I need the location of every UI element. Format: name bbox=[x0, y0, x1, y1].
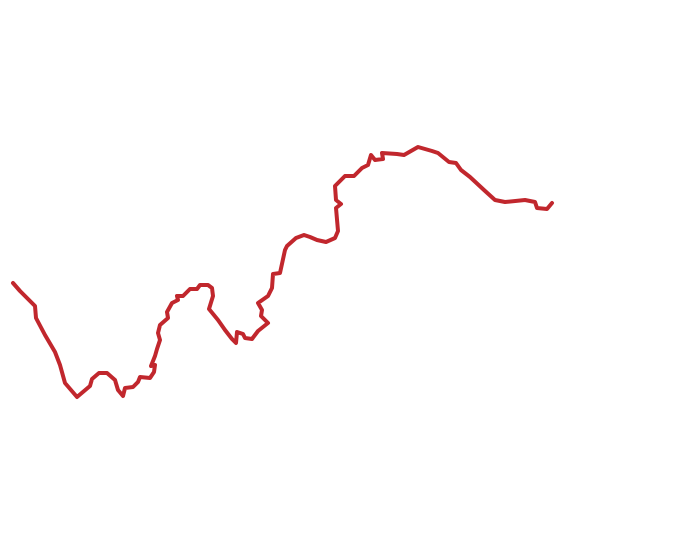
route-line[interactable] bbox=[11, 145, 554, 399]
